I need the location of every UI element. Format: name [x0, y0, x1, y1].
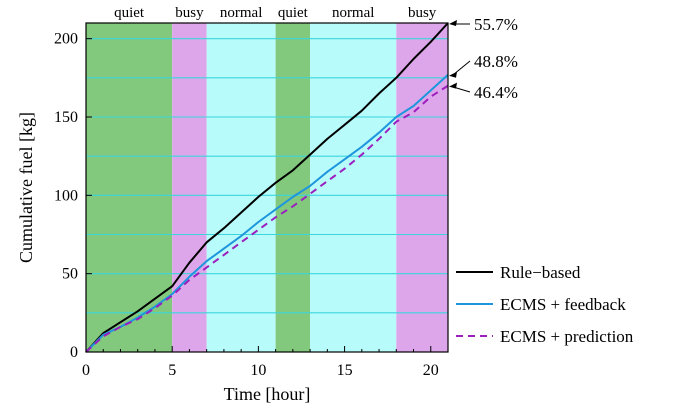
- series-line-0: [85, 22, 449, 353]
- y-tick-label: 100: [54, 187, 78, 204]
- period-band-normal: [206, 23, 276, 352]
- period-label-busy: busy: [408, 5, 437, 21]
- y-axis-label: Cumulative fuel [kg]: [16, 112, 36, 263]
- period-label-quiet: quiet: [114, 5, 145, 21]
- y-tick-label: 150: [54, 109, 78, 126]
- period-bands: [86, 23, 448, 352]
- chart-text: quiet busy normal quiet normal busy 55.7% 48.8%…: [16, 5, 518, 404]
- y-tick-label: 0: [70, 344, 78, 361]
- period-label-quiet: quiet: [278, 5, 309, 21]
- annotation-arrowhead-1: [449, 71, 457, 78]
- period-band-normal: [310, 23, 397, 352]
- legend-label-2: ECMS + prediction: [500, 327, 634, 346]
- x-tick-label: 20: [423, 362, 439, 379]
- period-label-busy: busy: [175, 5, 204, 21]
- end-annotation-1: 48.8%: [474, 52, 518, 71]
- legend-label-1: ECMS + feedback: [500, 295, 626, 314]
- series-line-1: [85, 73, 449, 353]
- x-tick-label: 10: [250, 362, 266, 379]
- end-annotation-0: 55.7%: [474, 15, 518, 34]
- y-tick-label: 200: [54, 31, 78, 48]
- x-axis-label: Time [hour]: [224, 384, 311, 404]
- period-band-quiet: [275, 23, 311, 352]
- end-annotation-2: 46.4%: [474, 83, 518, 102]
- legend-label-0: Rule−based: [500, 263, 581, 282]
- x-tick-label: 5: [168, 362, 176, 379]
- annotation-arrowhead-0: [449, 20, 457, 26]
- period-band-busy: [172, 23, 207, 352]
- period-label-normal: normal: [332, 5, 375, 21]
- legend: Rule−based ECMS + feedback ECMS + predicti…: [456, 263, 634, 346]
- axis-ticks: [85, 38, 432, 353]
- period-label-normal: normal: [220, 5, 263, 21]
- x-tick-label: 0: [82, 362, 90, 379]
- y-tick-label: 50: [62, 266, 78, 283]
- series-line-2: [85, 84, 449, 353]
- annotation-arrowhead-2: [449, 82, 457, 89]
- series-lines: [85, 22, 449, 353]
- plot-frame: [85, 22, 449, 353]
- x-tick-label: 15: [337, 362, 353, 379]
- period-band-busy: [396, 23, 448, 352]
